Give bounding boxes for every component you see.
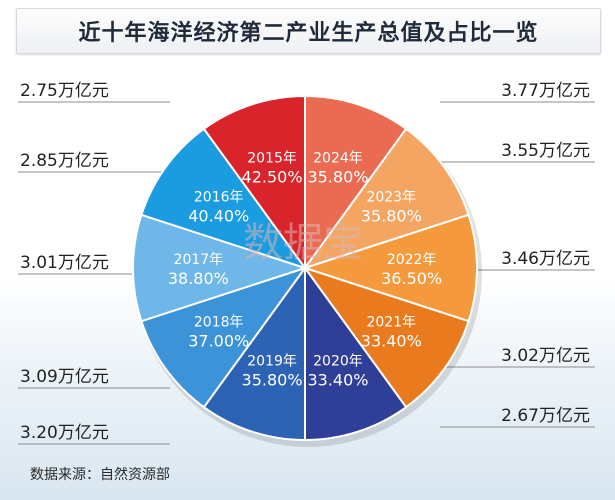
pie-slice-2017: [132, 213, 309, 323]
slice-percent-label: 36.50%: [381, 269, 442, 288]
slice-value-label: 3.09万亿元: [20, 367, 109, 387]
pie-slice-2018: [140, 266, 308, 409]
slice-value-label: 3.02万亿元: [501, 346, 590, 366]
slice-percent-label: 35.80%: [307, 168, 368, 187]
watermark-text: 数据宝: [243, 220, 363, 266]
slice-value-label: 3.46万亿元: [501, 249, 590, 269]
pie-slice-2023: [302, 127, 470, 270]
pie-slice-2019: [202, 264, 306, 442]
slice-year-label: 2016年: [194, 189, 244, 205]
chart-title-bar: 近十年海洋经济第二产业生产总值及占比一览: [16, 8, 601, 54]
slice-value-label: 2.67万亿元: [501, 406, 590, 426]
data-source-note: 数据来源：自然资源部: [30, 467, 170, 483]
pie-slice-2016: [140, 127, 308, 270]
slice-value-label: 3.55万亿元: [501, 141, 590, 161]
slice-year-label: 2018年: [194, 315, 244, 331]
slice-percent-label: 38.80%: [168, 269, 229, 288]
slice-year-label: 2023年: [366, 189, 416, 205]
slice-percent-label: 33.40%: [307, 370, 368, 389]
slice-percent-label: 37.00%: [188, 332, 249, 351]
slice-value-label: 3.20万亿元: [20, 423, 109, 443]
slice-year-label: 2021年: [366, 315, 416, 331]
slice-year-label: 2015年: [247, 151, 297, 167]
chart-title: 近十年海洋经济第二产业生产总值及占比一览: [78, 21, 539, 46]
pie-slice-2022: [301, 213, 478, 323]
slice-year-label: 2019年: [247, 353, 297, 369]
slice-value-label: 3.77万亿元: [501, 81, 590, 101]
slice-percent-label: 42.50%: [242, 168, 303, 187]
pie-slice-2024: [304, 94, 408, 272]
slice-percent-label: 40.40%: [188, 206, 249, 225]
slice-percent-label: 35.80%: [242, 370, 303, 389]
slice-percent-label: 33.40%: [361, 332, 422, 351]
pie-slice-2015: [202, 94, 306, 272]
slice-year-label: 2020年: [313, 353, 363, 369]
pie-slice-2021: [302, 266, 470, 409]
pie-slice-2020: [304, 264, 408, 442]
slice-value-label: 3.01万亿元: [20, 253, 109, 273]
slice-year-label: 2022年: [387, 252, 437, 268]
slice-year-label: 2017年: [174, 252, 224, 268]
slice-value-label: 2.75万亿元: [20, 81, 109, 101]
slice-value-label: 2.85万亿元: [20, 151, 109, 171]
slice-percent-label: 35.80%: [361, 206, 422, 225]
slice-year-label: 2024年: [313, 151, 363, 167]
slice-labels: 2024年35.80%2023年35.80%2022年36.50%2021年33…: [168, 151, 442, 390]
